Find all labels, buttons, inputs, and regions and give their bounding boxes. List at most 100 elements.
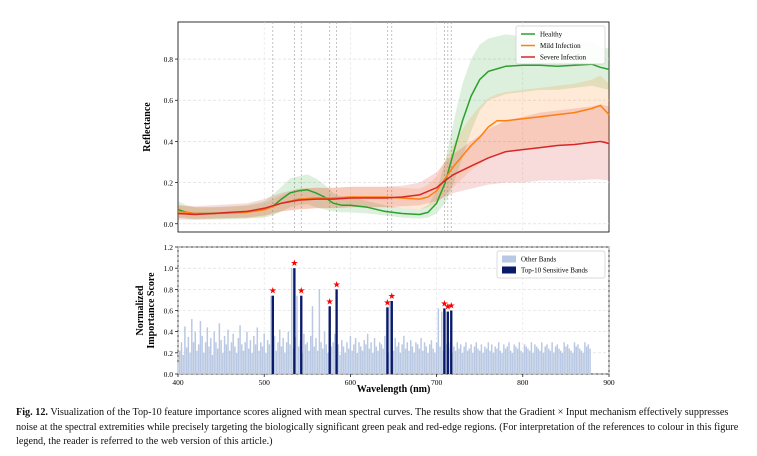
other-band-bar (222, 352, 224, 374)
importance-x-ticks: 400 500 600 700 800 900 (172, 374, 615, 387)
other-band-bar (365, 344, 367, 374)
other-band-bar (315, 338, 317, 374)
other-band-bar (263, 333, 265, 374)
other-band-bar (310, 335, 312, 374)
legend-label-mild-infection: Mild Infection (540, 42, 581, 50)
other-band-bar (401, 344, 403, 374)
other-band-bar (360, 346, 362, 374)
other-band-bar (180, 342, 183, 374)
other-band-bar (496, 348, 498, 374)
other-band-bar (268, 344, 271, 374)
importance-x-tick-label: 900 (603, 378, 615, 387)
other-band-bar (370, 342, 372, 374)
other-band-bar (191, 318, 193, 374)
top10-star-marker: ★ (447, 301, 455, 311)
figure-caption: Fig. 12. Visualization of the Top-10 fea… (16, 406, 742, 450)
importance-y-tick-label: 0.2 (164, 349, 174, 358)
other-band-bar (256, 327, 259, 374)
importance-x-tick-label: 500 (259, 378, 271, 387)
other-band-bar (241, 344, 243, 374)
legend-swatch-other-bands (502, 255, 516, 263)
other-band-bar (197, 344, 200, 374)
other-band-bar (544, 346, 546, 374)
other-band-bar (311, 306, 314, 374)
reflectance-y-tick-label: 0.8 (164, 55, 174, 64)
other-band-bar (251, 352, 253, 374)
importance-bars: ★★★★★★★★★★ (177, 258, 591, 375)
top10-band-bar (300, 295, 303, 374)
other-band-bar (208, 346, 210, 374)
top10-star-marker: ★ (290, 258, 298, 268)
other-band-bar (254, 344, 257, 374)
other-band-bar (218, 323, 221, 374)
other-band-bar (185, 347, 188, 374)
other-band-bar (182, 354, 184, 374)
other-band-bar (408, 350, 410, 374)
reflectance-std-bands (178, 34, 609, 220)
other-band-bar (320, 342, 322, 374)
other-band-bar (373, 338, 376, 374)
other-band-bar (266, 340, 269, 374)
other-band-bar (332, 342, 334, 374)
other-band-bar (330, 346, 333, 374)
other-band-bar (201, 335, 203, 374)
other-band-bar (323, 331, 326, 374)
other-band-bar (282, 338, 284, 374)
other-band-bar (380, 344, 383, 374)
std-band-mild-infection (178, 75, 609, 219)
other-band-bar (394, 338, 396, 374)
other-band-bar (347, 348, 350, 374)
other-band-bar (465, 342, 467, 374)
other-band-bar (342, 346, 345, 374)
other-band-bar (473, 346, 476, 374)
other-band-bar (230, 342, 233, 374)
top10-star-marker: ★ (269, 286, 277, 296)
other-band-bar (291, 268, 293, 374)
other-band-bar (247, 348, 250, 374)
other-band-bar (368, 348, 371, 374)
other-band-bar (425, 346, 427, 374)
importance-x-axis-label: Wavelength (nm) (357, 384, 431, 395)
top10-band-bar (446, 311, 449, 374)
importance-y-ticks: 0.0 0.2 0.4 0.6 0.8 1.0 1.2 (164, 243, 178, 379)
other-band-bar (177, 363, 179, 374)
other-band-bar (494, 346, 496, 374)
other-band-bar (584, 342, 586, 374)
other-band-bar (227, 329, 229, 374)
other-band-bar (558, 348, 560, 374)
top10-star-marker: ★ (326, 296, 334, 306)
other-band-bar (427, 352, 429, 374)
other-band-bar (528, 350, 531, 374)
other-band-bar (565, 346, 567, 374)
other-band-bar (203, 352, 205, 374)
other-band-bar (566, 344, 569, 374)
other-band-bar (399, 352, 402, 374)
other-band-bar (415, 342, 417, 374)
other-band-bar (273, 335, 276, 374)
reflectance-y-tick-label: 0.6 (164, 96, 174, 105)
other-band-bar (453, 346, 455, 374)
top10-star-marker: ★ (444, 302, 452, 312)
other-band-bar (265, 352, 267, 374)
other-band-bar (289, 344, 291, 374)
other-band-bar (244, 342, 246, 374)
other-band-bar (508, 342, 510, 374)
other-band-bar (525, 346, 527, 374)
other-band-bar (513, 344, 515, 374)
other-band-bar (554, 346, 557, 374)
other-band-bar (228, 350, 231, 374)
other-band-bar (523, 344, 526, 374)
importance-y-tick-label: 0.4 (164, 328, 174, 337)
top10-star-marker: ★ (388, 291, 396, 301)
reflectance-legend: Healthy Mild Infection Severe Infection (515, 25, 606, 65)
importance-legend: Other Bands Top-10 Sensitive Bands (496, 250, 606, 279)
other-band-bar (416, 344, 419, 374)
other-band-bar (470, 344, 472, 374)
other-band-bar (327, 352, 329, 374)
other-band-bar (537, 348, 540, 374)
top10-band-bar (271, 295, 274, 374)
other-band-bar (349, 335, 352, 374)
other-band-bar (527, 348, 529, 374)
other-band-bar (534, 344, 536, 374)
other-band-bar (501, 352, 503, 374)
